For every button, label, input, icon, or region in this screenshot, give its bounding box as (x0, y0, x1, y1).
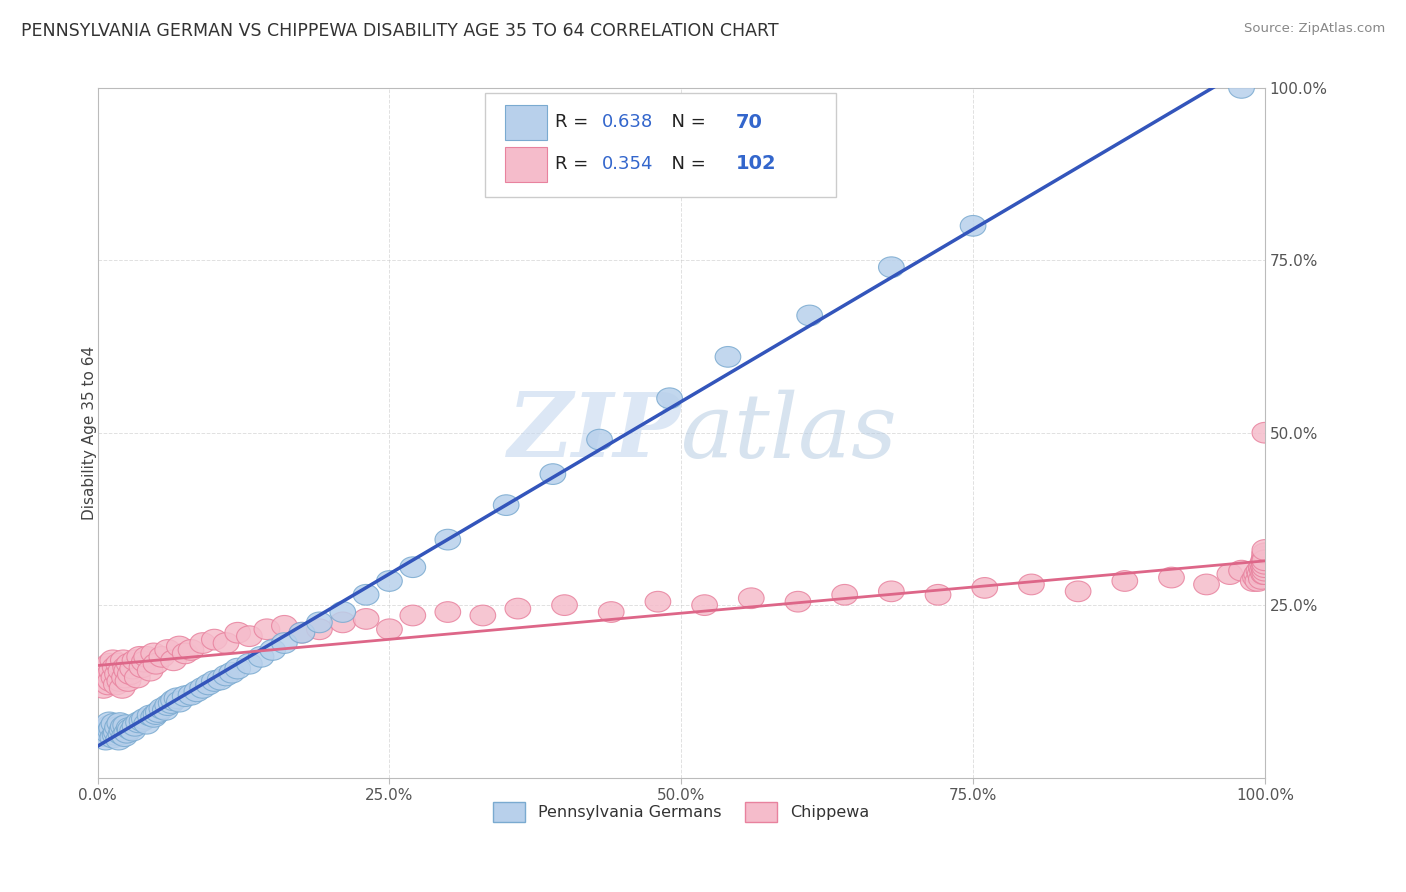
Text: Source: ZipAtlas.com: Source: ZipAtlas.com (1244, 22, 1385, 36)
Text: R =: R = (555, 154, 595, 173)
Text: atlas: atlas (682, 389, 897, 476)
Text: N =: N = (661, 154, 711, 173)
Legend: Pennsylvania Germans, Chippewa: Pennsylvania Germans, Chippewa (486, 796, 876, 828)
Text: PENNSYLVANIA GERMAN VS CHIPPEWA DISABILITY AGE 35 TO 64 CORRELATION CHART: PENNSYLVANIA GERMAN VS CHIPPEWA DISABILI… (21, 22, 779, 40)
Text: R =: R = (555, 113, 595, 131)
Text: ZIP: ZIP (508, 390, 682, 476)
Text: 70: 70 (737, 113, 763, 132)
FancyBboxPatch shape (505, 146, 547, 182)
Text: 102: 102 (737, 154, 776, 173)
Text: 0.638: 0.638 (602, 113, 654, 131)
Text: 0.354: 0.354 (602, 154, 654, 173)
FancyBboxPatch shape (505, 105, 547, 140)
FancyBboxPatch shape (485, 93, 837, 197)
Y-axis label: Disability Age 35 to 64: Disability Age 35 to 64 (82, 346, 97, 520)
Text: N =: N = (661, 113, 711, 131)
